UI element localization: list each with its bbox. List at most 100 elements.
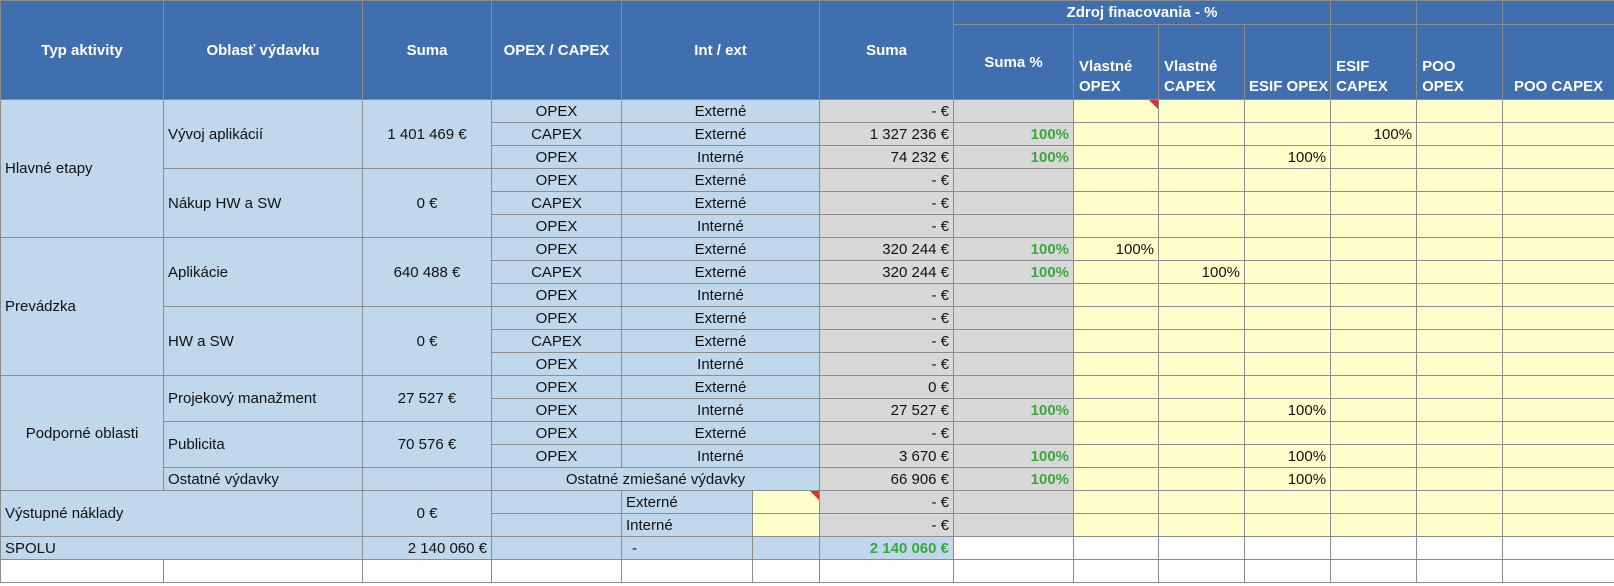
cell-ostatne-zmiesane[interactable]: Ostatné zmiešané výdavky	[490, 467, 821, 491]
cell-vlastne-capex[interactable]	[1158, 191, 1246, 215]
cell-pct[interactable]	[953, 306, 1075, 330]
cell-esif-capex[interactable]	[1330, 398, 1418, 422]
cell-type[interactable]: OPEX	[491, 214, 622, 238]
cell-esif-opex[interactable]	[1244, 283, 1332, 307]
cell-int-ext[interactable]: Interné	[620, 283, 821, 307]
cell-vlastne-opex[interactable]	[1073, 329, 1160, 353]
cell-poo-capex[interactable]	[1502, 444, 1614, 468]
cell-type[interactable]: OPEX	[491, 398, 622, 422]
empty-cell[interactable]	[1416, 559, 1504, 583]
cell-poo-capex[interactable]	[1502, 260, 1614, 284]
cell-vystupne-pct-1[interactable]	[953, 490, 1075, 514]
cell-pct[interactable]: 100%	[953, 122, 1075, 146]
cell-vystupne-pct-2[interactable]	[953, 513, 1075, 537]
cell-vlastne-opex[interactable]	[1073, 375, 1160, 399]
cell-suma[interactable]: - €	[819, 329, 955, 353]
cell-vystupne-2-c3[interactable]	[1244, 513, 1332, 537]
cell-int-ext[interactable]: Interné	[620, 214, 821, 238]
cell-poo-capex[interactable]	[1502, 375, 1614, 399]
cell-vlastne-capex[interactable]	[1158, 237, 1246, 261]
cell-int-ext[interactable]: Externé	[620, 329, 821, 353]
cell-suma[interactable]: - €	[819, 214, 955, 238]
cell-type[interactable]: OPEX	[491, 99, 622, 123]
cell-spolu-type[interactable]	[491, 536, 622, 560]
cell-suma[interactable]: - €	[819, 352, 955, 376]
cell-int-ext[interactable]: Externé	[620, 421, 821, 445]
cell-poo-capex[interactable]	[1502, 283, 1614, 307]
cell-poo-capex[interactable]	[1502, 329, 1614, 353]
cell-esif-capex[interactable]	[1330, 421, 1418, 445]
area-publicita-suma[interactable]: 70 576 €	[362, 421, 492, 468]
cell-vlastne-capex[interactable]	[1158, 168, 1246, 192]
cell-vlastne-opex[interactable]	[1073, 191, 1160, 215]
cell-vlastne-opex[interactable]	[1073, 398, 1160, 422]
header-vlastne-opex[interactable]: Vlastné OPEX	[1073, 24, 1160, 100]
cell-pct[interactable]: 100%	[953, 145, 1075, 169]
empty-cell[interactable]	[819, 559, 955, 583]
cell-ostatne-esif-opex[interactable]: 100%	[1244, 467, 1332, 491]
cell-poo-opex[interactable]	[1416, 421, 1504, 445]
cell-vystupne-1-c2[interactable]	[1158, 490, 1246, 514]
header-opex-capex[interactable]: OPEX / CAPEX	[491, 0, 622, 100]
cell-esif-opex[interactable]	[1244, 168, 1332, 192]
cell-pct[interactable]: 100%	[953, 398, 1075, 422]
cell-int-ext[interactable]: Interné	[620, 398, 821, 422]
cell-poo-capex[interactable]	[1502, 352, 1614, 376]
cell-suma[interactable]: 74 232 €	[819, 145, 955, 169]
cell-poo-capex[interactable]	[1502, 398, 1614, 422]
cell-vlastne-capex[interactable]	[1158, 444, 1246, 468]
cell-vlastne-capex[interactable]	[1158, 99, 1246, 123]
cell-int-ext[interactable]: Externé	[620, 237, 821, 261]
empty-cell[interactable]	[163, 559, 363, 583]
header-typ-aktivity[interactable]: Typ aktivity	[0, 0, 164, 100]
cell-esif-capex[interactable]	[1330, 260, 1418, 284]
cell-esif-capex[interactable]	[1330, 145, 1418, 169]
header-blank-1[interactable]	[1330, 0, 1418, 25]
area-hw-sw[interactable]: HW a SW	[163, 306, 363, 376]
cell-vlastne-opex[interactable]	[1073, 352, 1160, 376]
cell-suma[interactable]: 3 670 €	[819, 444, 955, 468]
cell-suma[interactable]: 0 €	[819, 375, 955, 399]
cell-spolu-c7[interactable]	[1502, 536, 1614, 560]
cell-esif-capex[interactable]	[1330, 283, 1418, 307]
cell-poo-capex[interactable]	[1502, 168, 1614, 192]
cell-vystupne-suma-2[interactable]: - €	[819, 513, 955, 537]
cell-vlastne-opex[interactable]: 100%	[1073, 237, 1160, 261]
cell-spolu-c6[interactable]	[1416, 536, 1504, 560]
cell-poo-opex[interactable]	[1416, 260, 1504, 284]
area-projektovy-manazment[interactable]: Projekový manažment	[163, 375, 363, 422]
cell-vlastne-opex[interactable]	[1073, 260, 1160, 284]
cell-poo-capex[interactable]	[1502, 145, 1614, 169]
cell-poo-capex[interactable]	[1502, 306, 1614, 330]
empty-cell[interactable]	[362, 559, 492, 583]
cell-poo-capex[interactable]	[1502, 122, 1614, 146]
cell-vlastne-capex[interactable]	[1158, 306, 1246, 330]
cell-ostatne-poo-opex[interactable]	[1416, 467, 1504, 491]
cell-pct[interactable]	[953, 375, 1075, 399]
empty-cell[interactable]	[1502, 559, 1614, 583]
cell-suma[interactable]: - €	[819, 421, 955, 445]
cell-esif-opex[interactable]	[1244, 329, 1332, 353]
cell-type[interactable]: OPEX	[491, 444, 622, 468]
cell-vlastne-capex[interactable]	[1158, 145, 1246, 169]
cell-pct[interactable]	[953, 99, 1075, 123]
cell-type[interactable]: CAPEX	[491, 122, 622, 146]
cell-type[interactable]: OPEX	[491, 421, 622, 445]
cell-esif-opex[interactable]: 100%	[1244, 145, 1332, 169]
cell-esif-opex[interactable]	[1244, 421, 1332, 445]
cell-suma[interactable]: 27 527 €	[819, 398, 955, 422]
cell-spolu-dash[interactable]: -	[621, 536, 753, 560]
empty-cell[interactable]	[1244, 559, 1332, 583]
cell-ostatne-vlastne-capex[interactable]	[1158, 467, 1246, 491]
cell-poo-opex[interactable]	[1416, 122, 1504, 146]
cell-poo-opex[interactable]	[1416, 99, 1504, 123]
group-vystupne-naklady[interactable]: Výstupné náklady	[0, 490, 363, 537]
cell-type[interactable]: CAPEX	[491, 191, 622, 215]
cell-vystupne-input-1[interactable]	[751, 490, 821, 514]
cell-esif-capex[interactable]	[1330, 375, 1418, 399]
area-aplikacie[interactable]: Aplikácie	[163, 237, 363, 307]
cell-vlastne-opex[interactable]	[1073, 99, 1160, 123]
empty-cell[interactable]	[1158, 559, 1246, 583]
empty-cell[interactable]	[1073, 559, 1160, 583]
cell-spolu-total[interactable]: 2 140 060 €	[819, 536, 955, 560]
